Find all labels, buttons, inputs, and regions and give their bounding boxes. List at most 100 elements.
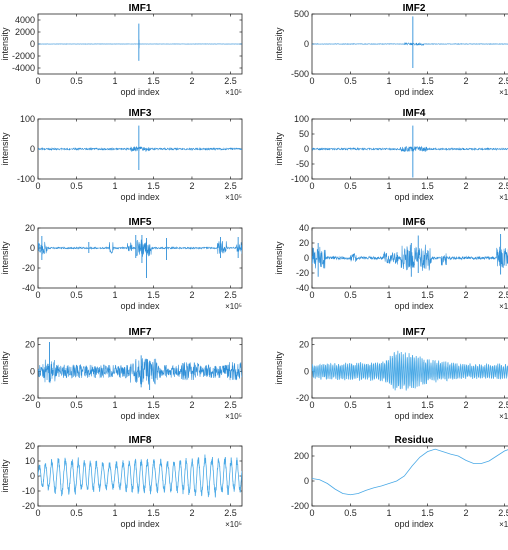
x-tick-label: 2.5 [224,181,237,191]
chart-title: IMF6 [403,217,426,228]
axes-frame [311,445,508,507]
y-tick-label: 4000 [15,15,35,25]
y-tick-label: -10 [22,486,35,496]
y-axis-label: intensity [0,351,10,385]
chart-title: IMF4 [403,108,426,119]
y-tick-label: 20 [25,441,35,451]
x-tick-label: 2 [463,76,468,86]
y-tick-label: 20 [25,340,35,350]
x-tick-label: 0 [35,400,40,410]
y-axis-label: intensity [0,241,10,275]
y-tick-label: -500 [291,69,309,79]
x-tick-label: 2 [463,400,468,410]
x-axis-multiplier: ×10⁵ [499,520,508,529]
x-tick-label: 1 [112,181,117,191]
x-tick-label: 1 [112,508,117,518]
y-axis-label: intensity [274,27,284,61]
chart-title: IMF7 [403,327,426,338]
x-tick-label: 1 [112,290,117,300]
y-tick-label: 2000 [15,27,35,37]
signal-line [312,350,508,391]
y-axis-label: intensity [274,132,284,166]
y-tick-label: 50 [299,129,309,139]
y-tick-label: 0 [30,366,35,376]
x-tick-label: 1 [386,76,391,86]
x-tick-label: 0 [309,181,314,191]
y-tick-label: 0 [304,366,309,376]
x-tick-label: 0.5 [344,76,357,86]
x-tick-label: 0 [309,508,314,518]
y-tick-label: 100 [294,114,309,124]
signal-line [312,145,508,152]
y-tick-label: 0 [30,471,35,481]
axes-frame [37,337,243,399]
y-tick-label: 0 [30,144,35,154]
x-tick-label: 0.5 [344,181,357,191]
signal-line [38,239,242,257]
x-axis-label: opd index [120,411,160,421]
y-tick-label: -2000 [12,51,35,61]
y-axis-label: intensity [0,27,10,61]
y-tick-label: -100 [17,174,35,184]
x-tick-label: 1.5 [147,181,160,191]
y-tick-label: 40 [299,223,309,233]
y-tick-label: 0 [30,243,35,253]
subplot-imf6-5: IMF6 0 0.5 1 1.5 2 2.5 -40 -20 0 20 40 opd index ×10⁵… [274,217,508,311]
y-tick-label: -20 [296,268,309,278]
x-tick-label: 1.5 [421,400,434,410]
x-tick-label: 2.5 [498,181,508,191]
y-axis-label: intensity [274,241,284,275]
chart-title: Residue [395,435,434,446]
y-tick-label: -20 [296,393,309,403]
x-tick-label: 2 [463,181,468,191]
y-axis-label: intensity [274,351,284,385]
x-tick-label: 2 [189,76,194,86]
signal-line [312,448,508,496]
y-tick-label: -20 [22,393,35,403]
x-tick-label: 1 [386,290,391,300]
y-tick-label: -50 [296,159,309,169]
signal-line [312,244,508,271]
signal-line [312,42,508,46]
x-tick-label: 0 [35,181,40,191]
x-axis-multiplier: ×10⁵ [499,88,508,97]
y-tick-label: 20 [299,238,309,248]
subplot-imf1-0: IMF1 0 0.5 1 1.5 2 2.5 -4000 -2000 0 2000 4000 opd i… [0,3,243,97]
x-tick-label: 0 [35,290,40,300]
y-tick-label: -100 [291,174,309,184]
chart-title: IMF2 [403,3,426,14]
x-tick-label: 2 [189,181,194,191]
y-axis-label: intensity [0,132,10,166]
x-tick-label: 1 [386,400,391,410]
x-tick-label: 2.5 [224,76,237,86]
x-tick-label: 0.5 [70,400,83,410]
x-tick-label: 1 [112,76,117,86]
x-tick-label: 2 [189,290,194,300]
x-tick-label: 2 [189,508,194,518]
y-tick-label: 200 [294,451,309,461]
axes-frame [37,227,243,289]
x-tick-label: 0 [309,400,314,410]
x-tick-label: 1.5 [147,400,160,410]
x-axis-multiplier: ×10⁵ [225,302,242,311]
x-tick-label: 2.5 [498,76,508,86]
y-axis-label: intensity [0,459,10,493]
x-axis-label: opd index [120,519,160,529]
x-tick-label: 1.5 [147,76,160,86]
x-tick-label: 0.5 [70,508,83,518]
x-axis-label: opd index [394,87,434,97]
y-tick-label: 20 [25,223,35,233]
x-axis-multiplier: ×10⁵ [225,88,242,97]
subplot-imf8-8: IMF8 0 0.5 1 1.5 2 2.5 -20 -10 0 10 20 opd index ×10⁵… [0,435,243,529]
x-axis-multiplier: ×10⁵ [225,520,242,529]
y-tick-label: -20 [22,263,35,273]
x-tick-label: 0.5 [344,508,357,518]
x-axis-multiplier: ×10⁵ [225,412,242,421]
chart-title: IMF3 [129,108,152,119]
